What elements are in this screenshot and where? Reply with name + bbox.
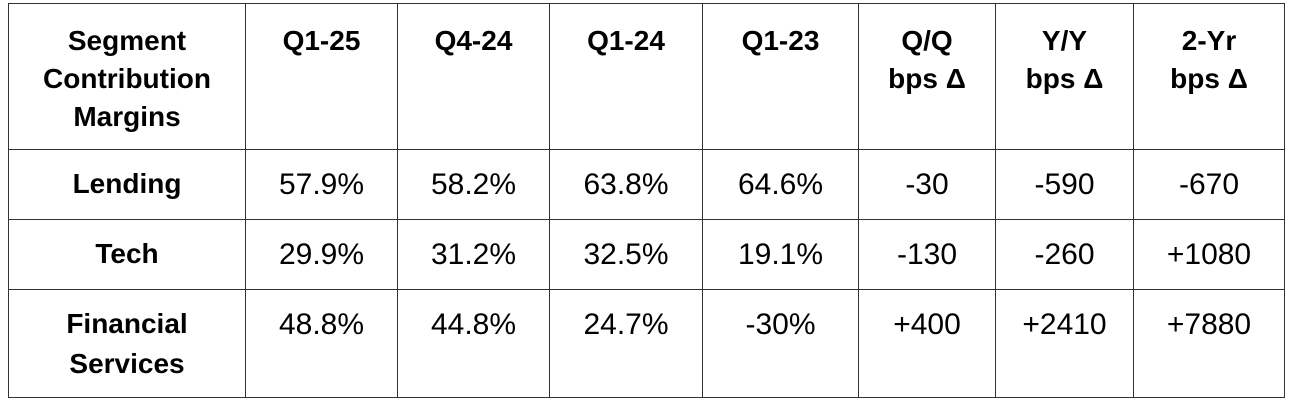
table-row: Lending 57.9% 58.2% 63.8% 64.6% -30 -590 -670 [8,149,1285,220]
header-cell: Segment Contribution Margins [8,3,246,150]
value-cell: -670 [1133,149,1285,220]
value-cell: 24.7% [549,289,703,398]
header-text: Q4-24 [434,25,513,56]
value-cell: 31.2% [397,219,550,290]
row-label: Financial Services [8,289,246,398]
table-row: Financial Services 48.8% 44.8% 24.7% -30% +40… [8,289,1285,398]
header-cell: Q/Q bps Δ [858,3,996,150]
value-cell: -260 [995,219,1134,290]
value-cell: 58.2% [397,149,550,220]
value-cell: -30% [702,289,859,398]
value-cell: 19.1% [702,219,859,290]
header-cell: Q1-25 [245,3,398,150]
table-row: Tech 29.9% 31.2% 32.5% 19.1% -130 -260 +1080 [8,219,1285,290]
header-cell: Y/Y bps Δ [995,3,1134,150]
header-text: Q1-25 [282,25,361,56]
value-cell: -30 [858,149,996,220]
value-cell: 64.6% [702,149,859,220]
header-cell: Q1-23 [702,3,859,150]
row-label: Tech [8,219,246,290]
value-cell: -130 [858,219,996,290]
value-cell: 32.5% [549,219,703,290]
header-text: Segment Contribution Margins [43,25,211,132]
value-cell: +2410 [995,289,1134,398]
header-text: Q1-24 [587,25,665,56]
header-cell: 2-Yr bps Δ [1133,3,1285,150]
value-cell: 63.8% [549,149,703,220]
value-cell: 44.8% [397,289,550,398]
value-cell: 57.9% [245,149,398,220]
header-row: Segment Contribution Margins Q1-25 Q4-24 Q1… [8,3,1285,150]
header-cell: Q4-24 [397,3,550,150]
value-cell: +400 [858,289,996,398]
header-text: Y/Y bps Δ [1025,25,1104,94]
table-body: Lending 57.9% 58.2% 63.8% 64.6% -30 -590 -670 Te… [8,149,1285,398]
value-cell: +1080 [1133,219,1285,290]
value-cell: 29.9% [245,219,398,290]
value-cell: -590 [995,149,1134,220]
row-label: Lending [8,149,246,220]
contribution-table: Segment Contribution Margins Q1-25 Q4-24 Q1… [8,3,1285,398]
value-cell: 48.8% [245,289,398,398]
header-text: Q1-23 [741,25,820,56]
header-text: 2-Yr bps Δ [1170,25,1248,94]
header-cell: Q1-24 [549,3,703,150]
header-text: Q/Q bps Δ [888,25,966,94]
value-cell: +7880 [1133,289,1285,398]
table-header: Segment Contribution Margins Q1-25 Q4-24 Q1… [8,3,1285,150]
